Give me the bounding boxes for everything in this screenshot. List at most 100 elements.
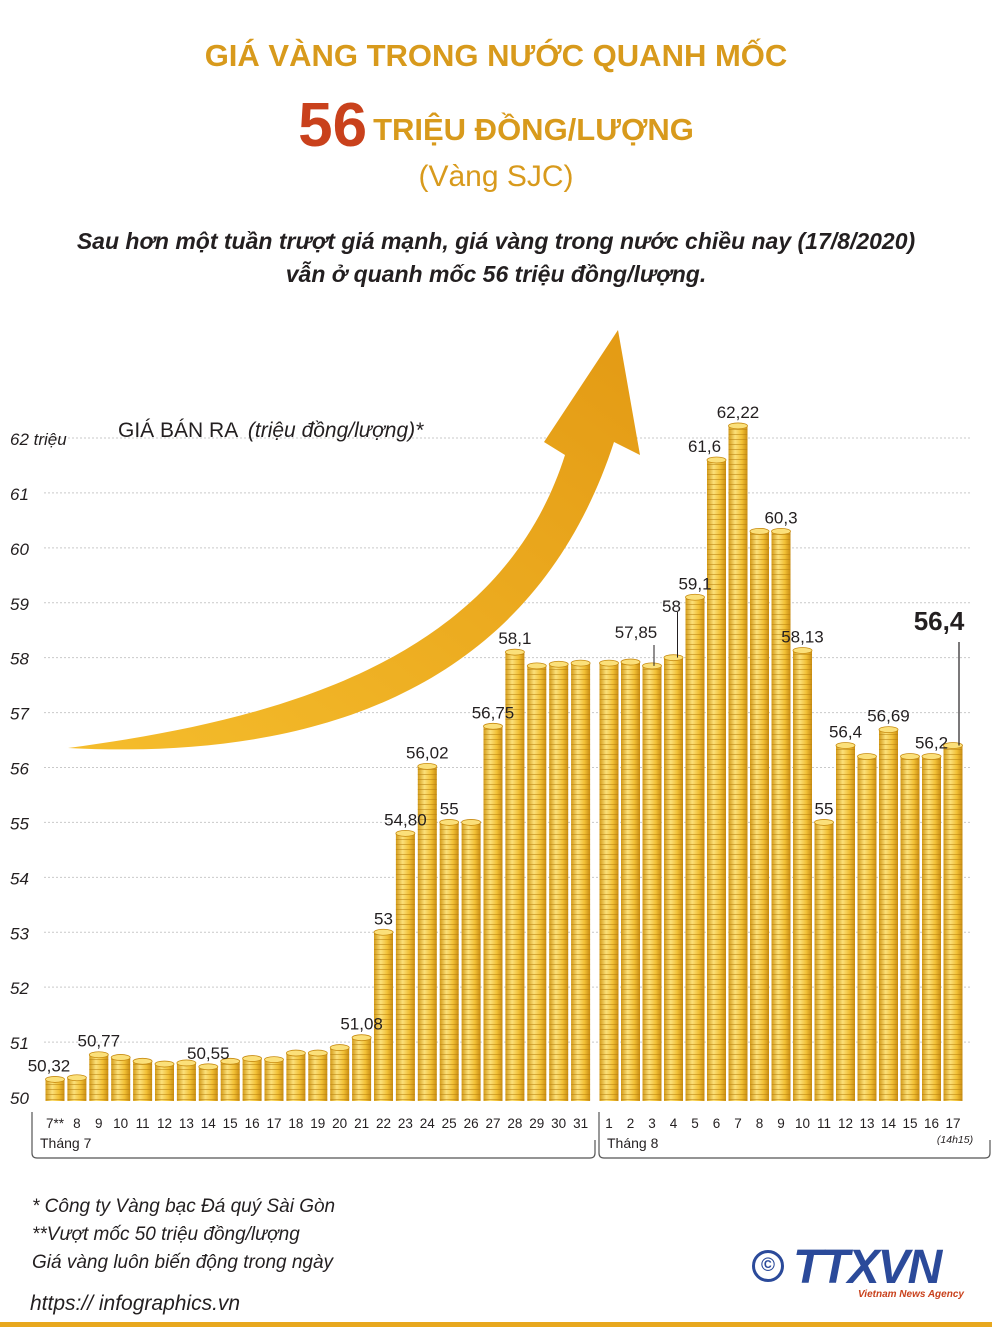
bar	[570, 659, 591, 1101]
bar-coin-top	[67, 1074, 87, 1082]
bar	[373, 928, 394, 1101]
bar-coin-stripes	[771, 531, 791, 1101]
bar-coin-stripes	[505, 652, 525, 1101]
bar-coin-stripes	[264, 1059, 284, 1101]
value-label: 58,1	[498, 629, 531, 648]
title-line-1: GIÁ VÀNG TRONG NƯỚC QUANH MỐC	[204, 38, 788, 73]
bar	[642, 662, 662, 1101]
x-axis-ticks: 7** 8 9 10 11 12 13 14 15 16 17 18 19 20 21 22 23 24 25 26 2…	[46, 1116, 973, 1146]
bar	[483, 722, 503, 1101]
bar	[857, 753, 877, 1101]
x-tick-label: 19	[310, 1116, 325, 1131]
bar-coin-stripes	[836, 745, 855, 1101]
bar-coin-top	[599, 659, 619, 667]
bar-coin-stripes	[352, 1037, 372, 1101]
x-tick-label: 1	[605, 1116, 613, 1131]
month-bracket-line	[31, 1112, 596, 1159]
x-tick-label: 14	[201, 1116, 217, 1131]
bar-coin-top	[154, 1060, 175, 1068]
bar-coin-stripes	[155, 1064, 174, 1101]
month-brackets: Tháng 7 Tháng 8	[31, 1112, 991, 1159]
bar-coin-top	[878, 726, 899, 734]
footnote-1: * Công ty Vàng bạc Đá quý Sài Gòn	[32, 1196, 336, 1217]
bar	[154, 1060, 175, 1101]
x-tick-label: 8	[756, 1116, 764, 1131]
bar	[835, 742, 856, 1101]
bar	[220, 1057, 241, 1101]
source-url[interactable]: https:// infographics.vn	[30, 1292, 241, 1315]
x-tick-label: 25	[442, 1116, 457, 1131]
x-tick-label: 8	[73, 1116, 81, 1131]
bottom-accent-line	[0, 1322, 992, 1327]
bar-coin-top	[264, 1056, 284, 1064]
bar-coin-stripes	[943, 745, 963, 1101]
bar-coin-top	[373, 928, 394, 936]
x-tick-label: 6	[713, 1116, 721, 1131]
chart-title-unit: (triệu đồng/lượng)*	[248, 419, 424, 442]
x-tick-label: 26	[464, 1116, 479, 1131]
subtitle-line-1: Sau hơn một tuần trượt giá mạnh, giá vàn…	[76, 228, 916, 254]
x-tick-label: 11	[817, 1116, 831, 1131]
bar-coin-top	[728, 422, 748, 430]
value-label: 51,08	[340, 1015, 383, 1034]
bar-coin-stripes	[111, 1057, 131, 1101]
x-tick-label: 27	[485, 1116, 500, 1131]
copyright-icon: ©	[752, 1250, 784, 1282]
bar-coin-stripes	[793, 650, 812, 1101]
bar	[176, 1059, 197, 1101]
bar	[132, 1057, 153, 1101]
x-tick-label: 4	[670, 1116, 678, 1131]
month-bracket-line	[598, 1112, 991, 1159]
bar-coin-stripes	[176, 1062, 196, 1101]
bar	[792, 647, 813, 1101]
month-label: Tháng 7	[40, 1135, 92, 1151]
bar-coin-top	[943, 742, 963, 749]
bar-coin-top	[395, 830, 416, 837]
rising-arrow	[68, 330, 640, 750]
bar	[749, 527, 770, 1101]
value-labels: 50,32 50,77 50,55 51,08 53 54,80 56,02 55 56,75 5…	[28, 403, 965, 1076]
x-tick-label: 31	[573, 1116, 588, 1131]
bar-coin-stripes	[549, 664, 569, 1101]
bar-coin-stripes	[599, 663, 619, 1101]
bar-coin-stripes	[685, 597, 705, 1101]
y-axis-ticks: 50 51 52 53 54 55 56 57 58 59 60 61 62 triệu	[10, 430, 67, 1108]
bar	[329, 1044, 350, 1101]
title-number: 56	[298, 91, 368, 160]
x-tick-label: 2	[627, 1116, 635, 1131]
bar-coin-top	[439, 819, 460, 826]
value-label: 56,4	[829, 723, 862, 742]
y-tick-label: 53	[10, 924, 29, 943]
value-label: 50,77	[78, 1032, 121, 1051]
y-tick-label: 50	[10, 1089, 29, 1108]
bar-coin-top	[461, 819, 482, 826]
footnote-2: **Vượt mốc 50 triệu đồng/lượng	[32, 1224, 300, 1245]
bar-coin-stripes	[395, 833, 415, 1101]
bar-coin-stripes	[922, 756, 941, 1101]
bar-coin-top	[110, 1054, 131, 1061]
bar-coin-stripes	[417, 766, 437, 1101]
x-tick-label: 3	[648, 1116, 656, 1131]
x-tick-label: 11	[136, 1116, 150, 1131]
value-label: 61,6	[688, 437, 721, 456]
bar-coin-stripes	[439, 822, 459, 1101]
y-tick-label: 51	[10, 1034, 29, 1053]
subtitle: Sau hơn một tuần trượt giá mạnh, giá vàn…	[20, 225, 972, 291]
y-tick-label: 60	[10, 540, 29, 559]
value-label: 58	[662, 597, 681, 616]
y-tick-label: 54	[10, 869, 29, 888]
bar-coin-stripes	[461, 822, 481, 1101]
y-tick-label: 55	[10, 814, 29, 833]
bar	[88, 1051, 109, 1101]
bar-coin-stripes	[728, 425, 748, 1101]
bar-coin-top	[176, 1059, 197, 1067]
value-label: 56,2	[915, 734, 948, 753]
bar	[599, 659, 619, 1101]
y-tick-label: 59	[10, 595, 29, 614]
value-label: 53	[374, 909, 393, 928]
chart-title: GIÁ BÁN RA (triệu đồng/lượng)*	[118, 419, 424, 442]
bar-coin-stripes	[89, 1054, 109, 1101]
bar-coin-stripes	[242, 1058, 262, 1101]
value-label: 55	[815, 799, 834, 818]
